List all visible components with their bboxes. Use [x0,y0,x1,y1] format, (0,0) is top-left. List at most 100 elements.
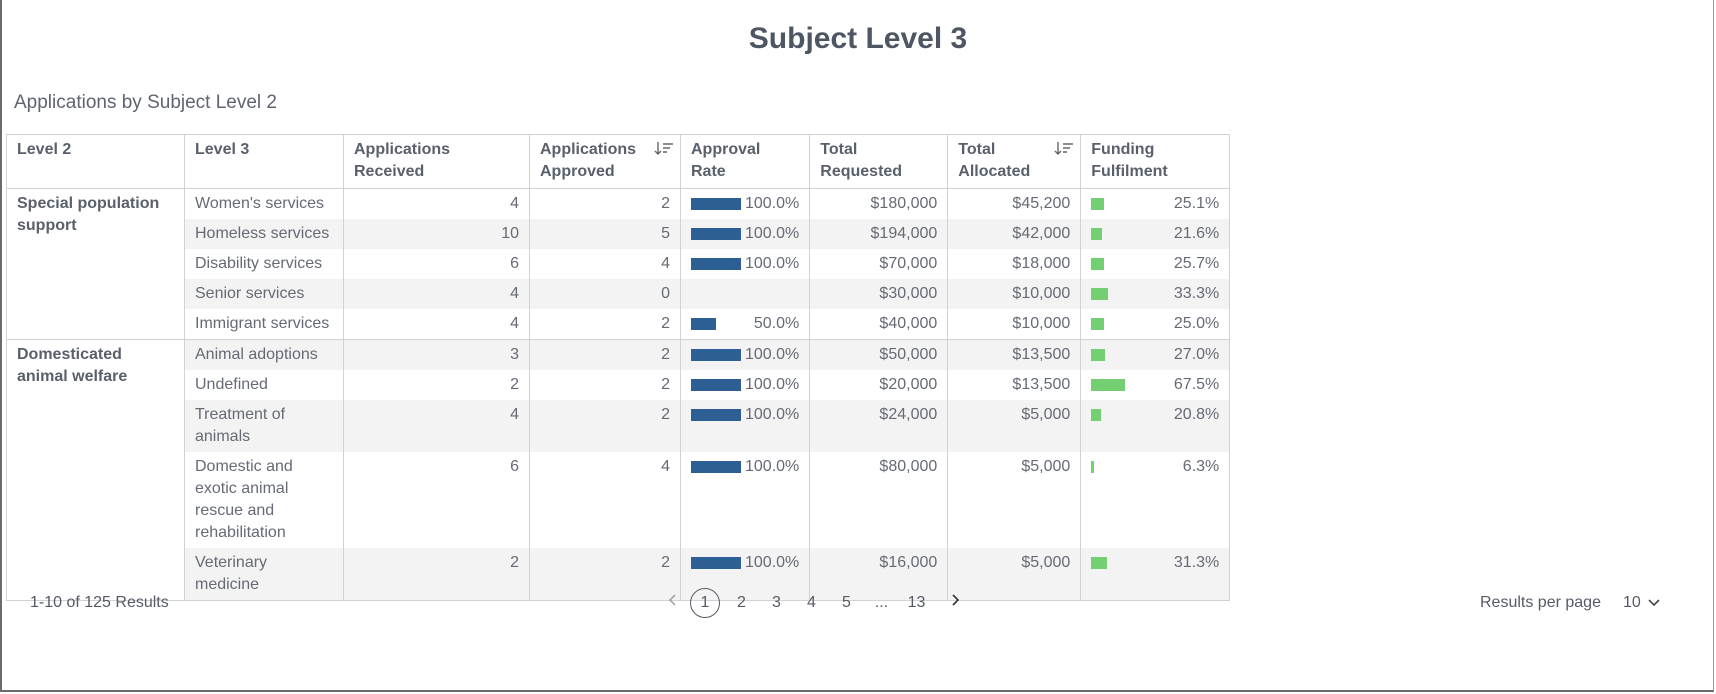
approval-rate-bar [691,318,745,330]
cell-total-allocated: $45,200 [947,188,1082,219]
table-row: Special population support Women's servic… [6,188,1231,340]
cell-approval-rate: 100.0% [680,219,811,249]
table-row: Domestic and exotic animal rescue and re… [7,452,1231,548]
fulfilment-value: 20.8% [1173,406,1220,423]
cell-total-requested: $194,000 [809,219,949,249]
approval-rate-value: 100.0% [745,195,800,212]
chevron-left-icon[interactable] [660,589,686,617]
cell-total-requested: $24,000 [809,400,949,452]
cell-approval-rate: 100.0% [680,188,811,219]
cell-total-allocated: $5,000 [947,548,1082,601]
fulfilment-value: 21.6% [1173,225,1220,242]
approval-rate-bar [691,409,745,421]
approval-rate-bar-fill [691,409,741,421]
cell-funding-fulfilment: 67.5% [1080,370,1231,400]
cell-total-allocated: $10,000 [947,309,1082,340]
cell-level3: Homeless services [184,219,344,249]
approval-rate-value: 100.0% [745,554,800,571]
results-per-page-select[interactable]: 10 [1623,594,1661,612]
cell-funding-fulfilment: 21.6% [1080,219,1231,249]
page-4-button[interactable]: 4 [807,594,816,611]
approval-rate-bar [691,557,745,569]
header-applications-approved[interactable]: Applications Approved [529,134,681,189]
cell-total-allocated: $18,000 [947,249,1082,279]
chevron-right-icon[interactable] [942,589,968,617]
approval-rate-bar-fill [691,461,741,473]
fulfilment-value: 27.0% [1173,346,1220,363]
cell-applications-approved: 0 [529,279,681,309]
fulfilment-value: 6.3% [1182,458,1220,475]
cell-level2: Special population support [6,188,185,340]
header-level2[interactable]: Level 2 [6,134,185,189]
page-13-button[interactable]: 13 [907,594,926,611]
approval-rate-bar-fill [691,228,741,240]
cell-approval-rate: 100.0% [680,339,811,370]
cell-applications-approved: 2 [529,188,681,219]
fulfilment-value: 25.7% [1173,255,1220,272]
fulfilment-value: 31.3% [1173,554,1220,571]
cell-level3: Women's services [184,188,344,219]
fulfilment-bar-fill [1091,288,1109,300]
cell-level3: Domestic and exotic animal rescue and re… [184,452,344,548]
table-header-row: Level 2 Level 3 Applications Received App… [6,134,1231,189]
sort-descending-icon[interactable] [654,141,674,157]
fulfilment-bar [1091,557,1145,569]
sort-descending-icon[interactable] [1054,141,1074,157]
header-level3[interactable]: Level 3 [184,134,344,189]
approval-rate-bar-fill [691,349,741,361]
results-per-page-value: 10 [1622,594,1641,611]
approval-rate-bar [691,283,745,295]
cell-applications-received: 4 [343,188,530,219]
cell-approval-rate: 50.0% [680,309,811,340]
fulfilment-bar [1091,258,1145,270]
cell-applications-approved: 2 [529,370,681,400]
cell-applications-received: 3 [343,339,530,370]
cell-funding-fulfilment: 25.7% [1080,249,1231,279]
cell-total-requested: $70,000 [809,249,949,279]
header-total-allocated[interactable]: Total Allocated [947,134,1082,189]
approval-rate-bar-fill [691,198,741,210]
header-applications-received[interactable]: Applications Received [343,134,530,189]
cell-applications-approved: 4 [529,249,681,279]
cell-total-requested: $30,000 [809,279,949,309]
header-approval-rate[interactable]: Approval Rate [680,134,811,189]
header-total-requested[interactable]: Total Requested [809,134,949,189]
cell-total-requested: $50,000 [809,339,949,370]
table-row: Homeless services 10 5 100.0% $194,000 $42,00… [7,219,1231,249]
page-3-button[interactable]: 3 [772,594,781,611]
page-1-button[interactable]: 1 [690,588,720,618]
cell-level3: Disability services [184,249,344,279]
results-per-page: Results per page 10 [1480,594,1661,612]
fulfilment-value: 33.3% [1173,285,1220,302]
approval-rate-bar [691,228,745,240]
cell-total-requested: $20,000 [809,370,949,400]
fulfilment-bar [1091,349,1145,361]
header-funding-fulfilment[interactable]: Funding Fulfilment [1080,134,1231,189]
cell-funding-fulfilment: 33.3% [1080,279,1231,309]
approval-rate-bar-fill [691,557,741,569]
cell-applications-received: 10 [343,219,530,249]
approval-rate-bar-fill [691,318,716,330]
cell-applications-received: 2 [343,548,530,601]
pagination: 1 2 3 4 5 ... 13 [660,588,968,618]
fulfilment-bar [1091,198,1145,210]
cell-applications-received: 6 [343,452,530,548]
fulfilment-bar [1091,409,1145,421]
page-2-button[interactable]: 2 [737,594,746,611]
cell-funding-fulfilment: 20.8% [1080,400,1231,452]
cell-approval-rate [680,279,811,309]
table-row: Immigrant services 4 2 50.0% $40,000 $10,000 2… [7,309,1231,340]
cell-funding-fulfilment: 31.3% [1080,548,1231,601]
cell-funding-fulfilment: 27.0% [1080,339,1231,370]
fulfilment-bar-fill [1091,409,1102,421]
fulfilment-bar-fill [1091,258,1105,270]
cell-level3: Veterinary medicine [184,548,344,601]
table-row: Treatment of animals 4 2 100.0% $24,000 $5,00… [7,400,1231,452]
approval-rate-bar [691,198,745,210]
fulfilment-bar-fill [1091,228,1103,240]
page-5-button[interactable]: 5 [842,594,851,611]
cell-applications-received: 4 [343,279,530,309]
table-row: Undefined 2 2 100.0% $20,000 $13,500 67.5% [7,370,1231,400]
fulfilment-bar [1091,228,1145,240]
